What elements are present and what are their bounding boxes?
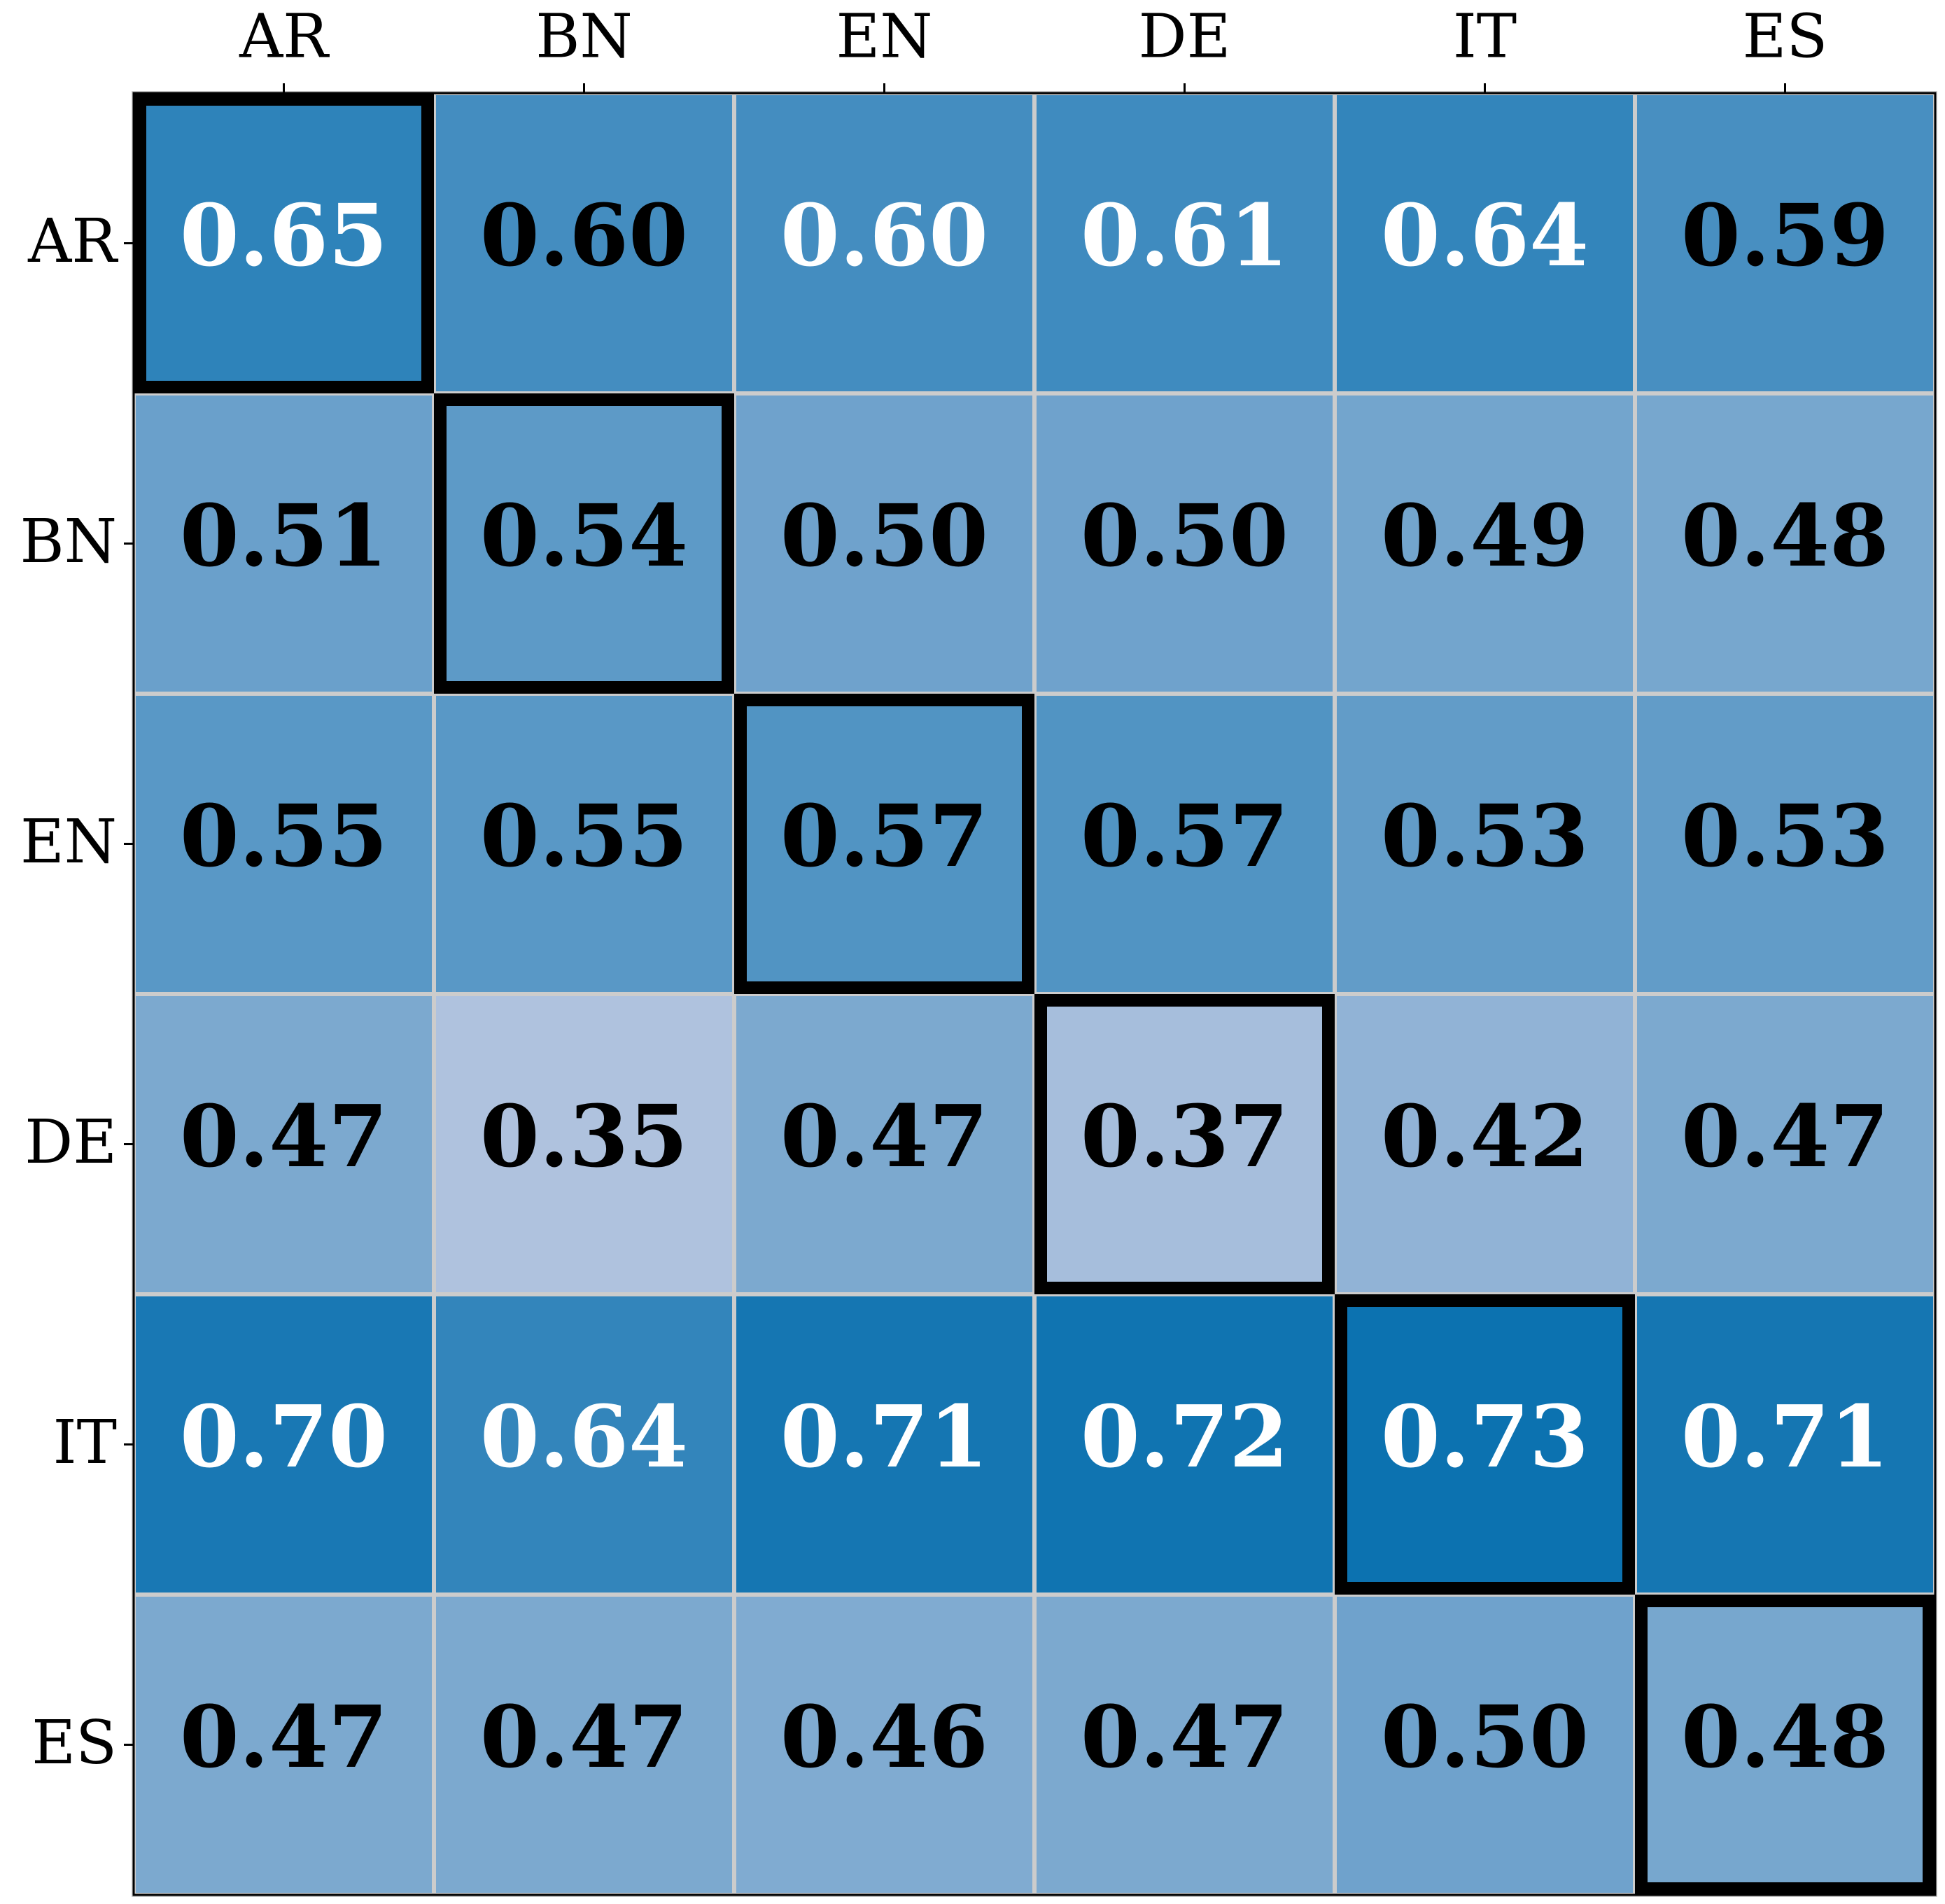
- diagonal-highlight: [1335, 1294, 1635, 1595]
- value-label: 0.71: [1681, 1386, 1889, 1487]
- y-tick-label: IT: [53, 1408, 117, 1478]
- y-tick-label: AR: [27, 206, 118, 276]
- heatmap-cell: [432, 992, 736, 1296]
- value-label: 0.53: [1681, 785, 1889, 886]
- value-label: 0.37: [1081, 1086, 1289, 1186]
- heatmap-cell: [132, 992, 436, 1296]
- value-label: 0.71: [780, 1386, 988, 1487]
- x-tick-label: IT: [1453, 2, 1517, 72]
- value-label: 0.60: [780, 185, 988, 286]
- heatmap-cell: [1633, 91, 1937, 396]
- value-label: 0.70: [180, 1386, 388, 1487]
- value-label: 0.50: [780, 485, 988, 586]
- y-tick-label: BN: [20, 507, 117, 577]
- heatmap-cell: [1633, 1592, 1937, 1897]
- diagonal-highlight: [1034, 994, 1335, 1294]
- value-label: 0.47: [180, 1086, 388, 1186]
- value-label: 0.47: [180, 1686, 388, 1787]
- heatmap-cell: [732, 1292, 1037, 1597]
- diagonal-highlight: [134, 93, 434, 393]
- diagonal-highlight: [1635, 1595, 1935, 1895]
- value-label: 0.35: [480, 1086, 688, 1186]
- heatmap-cell: [1333, 1292, 1637, 1597]
- heatmap-cell: [1633, 692, 1937, 996]
- value-label: 0.48: [1681, 485, 1889, 586]
- value-label: 0.42: [1381, 1086, 1589, 1186]
- value-label: 0.57: [780, 785, 988, 886]
- diagonal-highlight: [734, 694, 1034, 994]
- value-label: 0.55: [480, 785, 688, 886]
- value-label: 0.61: [1081, 185, 1289, 286]
- heatmap-cell: [132, 1592, 436, 1897]
- heatmap-cell: [1333, 692, 1637, 996]
- value-label: 0.73: [1381, 1386, 1589, 1487]
- value-label: 0.64: [1381, 185, 1589, 286]
- heatmap-cell: [1032, 91, 1337, 396]
- x-tick-label: ES: [1743, 2, 1828, 72]
- value-label: 0.50: [1081, 485, 1289, 586]
- value-label: 0.48: [1681, 1686, 1889, 1787]
- value-label: 0.59: [1681, 185, 1889, 286]
- heatmap-cell: [1333, 1592, 1637, 1897]
- heatmap-cell: [132, 91, 436, 396]
- value-label: 0.60: [480, 185, 688, 286]
- value-label: 0.47: [480, 1686, 688, 1787]
- x-tick-label: BN: [535, 2, 632, 72]
- x-tick-label: DE: [1139, 2, 1231, 72]
- value-label: 0.64: [480, 1386, 688, 1487]
- heatmap-cell: [432, 91, 736, 396]
- value-label: 0.49: [1381, 485, 1589, 586]
- value-label: 0.54: [480, 485, 688, 586]
- x-tick-label: EN: [836, 2, 932, 72]
- heatmap-cell: [1032, 1292, 1337, 1597]
- heatmap-cell: [1633, 391, 1937, 696]
- value-label: 0.47: [1681, 1086, 1889, 1186]
- heatmap-cell: [1333, 992, 1637, 1296]
- value-label: 0.72: [1081, 1386, 1289, 1487]
- value-label: 0.53: [1381, 785, 1589, 886]
- y-tick-label: ES: [31, 1708, 117, 1778]
- value-label: 0.46: [780, 1686, 988, 1787]
- value-label: 0.51: [180, 485, 388, 586]
- y-tick-label: EN: [20, 807, 117, 877]
- y-tick-label: DE: [24, 1107, 117, 1177]
- x-tick-label: AR: [239, 2, 330, 72]
- diagonal-highlight: [434, 393, 734, 694]
- value-label: 0.57: [1081, 785, 1289, 886]
- value-label: 0.65: [180, 185, 388, 286]
- plot-frame: [132, 92, 1937, 1896]
- value-label: 0.47: [1081, 1686, 1289, 1787]
- heatmap-cell: [732, 992, 1037, 1296]
- value-label: 0.50: [1381, 1686, 1589, 1787]
- value-label: 0.47: [780, 1086, 988, 1186]
- value-label: 0.55: [180, 785, 388, 886]
- heatmap-cell: [132, 1292, 436, 1597]
- heatmap-cell: [1032, 391, 1337, 696]
